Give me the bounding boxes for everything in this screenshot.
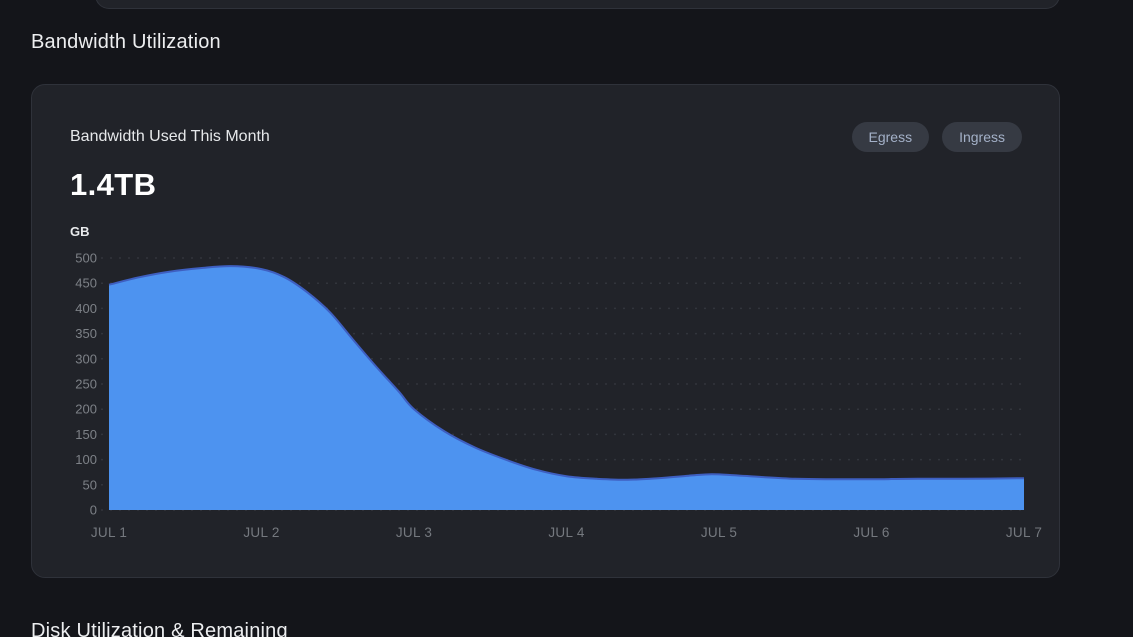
x-tick-label: JUL 7 bbox=[1006, 525, 1042, 540]
bandwidth-area-chart: 0 50 100 150 200 250 300 350 400 450 500 JUL 1 JUL 2… bbox=[75, 251, 1042, 541]
x-tick-label: JUL 4 bbox=[548, 525, 584, 540]
bandwidth-line bbox=[108, 265, 1025, 481]
y-tick-label: 150 bbox=[75, 427, 97, 442]
y-tick-label: 200 bbox=[75, 402, 97, 417]
egress-button[interactable]: Egress bbox=[851, 122, 930, 152]
y-tick-label: 450 bbox=[75, 276, 97, 291]
y-tick-label: 0 bbox=[90, 503, 97, 518]
x-tick-label: JUL 1 bbox=[91, 525, 127, 540]
section-heading-disk: Disk Utilization & Remaining bbox=[31, 620, 288, 637]
bandwidth-area-fill bbox=[109, 266, 1024, 510]
y-tick-label: 250 bbox=[75, 377, 97, 392]
y-tick-label: 500 bbox=[75, 251, 97, 266]
x-tick-label: JUL 5 bbox=[701, 525, 737, 540]
ingress-button[interactable]: Ingress bbox=[942, 122, 1022, 152]
y-tick-label: 50 bbox=[83, 477, 97, 492]
y-tick-label: 400 bbox=[75, 301, 97, 316]
section-heading-bandwidth: Bandwidth Utilization bbox=[31, 31, 221, 53]
x-tick-label: JUL 6 bbox=[853, 525, 889, 540]
previous-card-bottom bbox=[95, 0, 1060, 9]
bandwidth-card: Bandwidth Used This Month Egress Ingress… bbox=[31, 84, 1060, 578]
bandwidth-filter-group: Egress Ingress bbox=[851, 122, 1022, 152]
y-tick-label: 100 bbox=[75, 452, 97, 467]
y-tick-label: 300 bbox=[75, 351, 97, 366]
x-tick-label: JUL 2 bbox=[243, 525, 279, 540]
bandwidth-card-header: Bandwidth Used This Month Egress Ingress bbox=[70, 122, 1022, 152]
bandwidth-card-title: Bandwidth Used This Month bbox=[70, 128, 270, 145]
y-axis-unit-label: GB bbox=[70, 224, 90, 239]
y-tick-label: 350 bbox=[75, 326, 97, 341]
total-bandwidth-value: 1.4TB bbox=[70, 167, 157, 202]
x-tick-label: JUL 3 bbox=[396, 525, 432, 540]
